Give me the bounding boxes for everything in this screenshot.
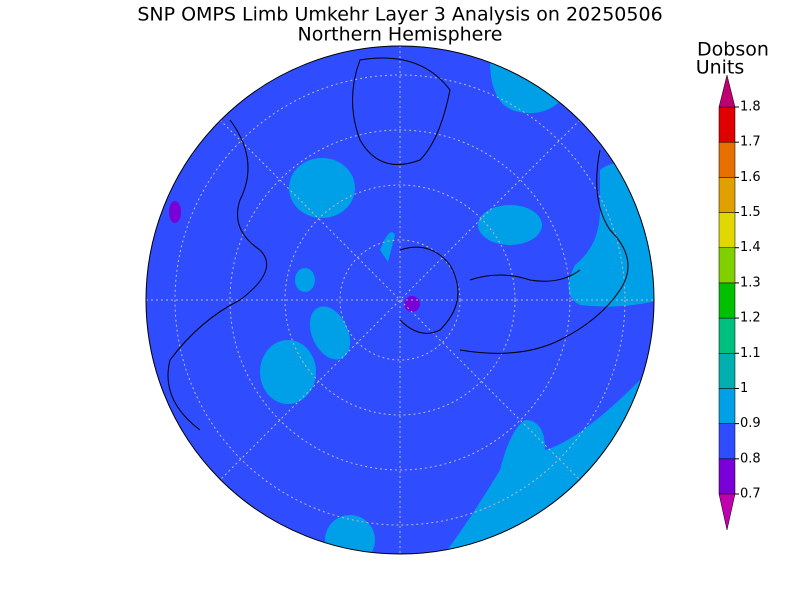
- colorbar-segment: [718, 106, 736, 143]
- colorbar-tick-label: 1.2: [740, 311, 761, 326]
- colorbar-tick-label: 1.1: [740, 346, 761, 361]
- colorbar-tick-label: 0.9: [740, 416, 761, 431]
- colorbar-segment: [718, 317, 736, 354]
- colorbar-tick-label: 1.3: [740, 275, 761, 290]
- graticule: [146, 46, 654, 554]
- colorbar-label: Units: [696, 57, 745, 79]
- colorbar-tick-label: 1.5: [740, 205, 761, 220]
- colorbar-segment: [718, 141, 736, 178]
- coastlines: [167, 57, 629, 431]
- colorbar-tick-label: 1.7: [740, 135, 761, 150]
- colorbar-under: [718, 493, 736, 531]
- colorbar-segment: [718, 247, 736, 284]
- colorbar-segment: [718, 388, 736, 424]
- colorbar-segment: [718, 282, 736, 319]
- title: SNP OMPS Limb Umkehr Layer 3 Analysis on…: [137, 4, 662, 26]
- colorbar: 0.7 0.8 0.9 1 1.1 1.2 1.3 1.4 1.5 1.6 1.7 1.8: [718, 74, 761, 531]
- colorbar-tick-label: 1.8: [740, 100, 761, 115]
- colorbar-segment: [718, 423, 736, 460]
- colorbar-tick-label: 0.8: [740, 451, 761, 466]
- colorbar-tick-label: 0.7: [740, 487, 761, 502]
- colorbar-tick-label: 1.4: [740, 240, 761, 255]
- colorbar-tick-label: 1.6: [740, 170, 761, 185]
- map-border: [145, 45, 655, 555]
- colorbar-segment: [718, 353, 736, 389]
- colorbar-segment: [718, 458, 736, 495]
- colorbar-segment: [718, 212, 736, 248]
- colorbar-over: [718, 74, 736, 108]
- colorbar-label: Dobson: [697, 39, 769, 61]
- subtitle: Northern Hemisphere: [298, 24, 503, 46]
- colorbar-segment: [718, 177, 736, 213]
- polar-map: [146, 46, 654, 554]
- colorbar-tick-label: 1: [740, 381, 748, 396]
